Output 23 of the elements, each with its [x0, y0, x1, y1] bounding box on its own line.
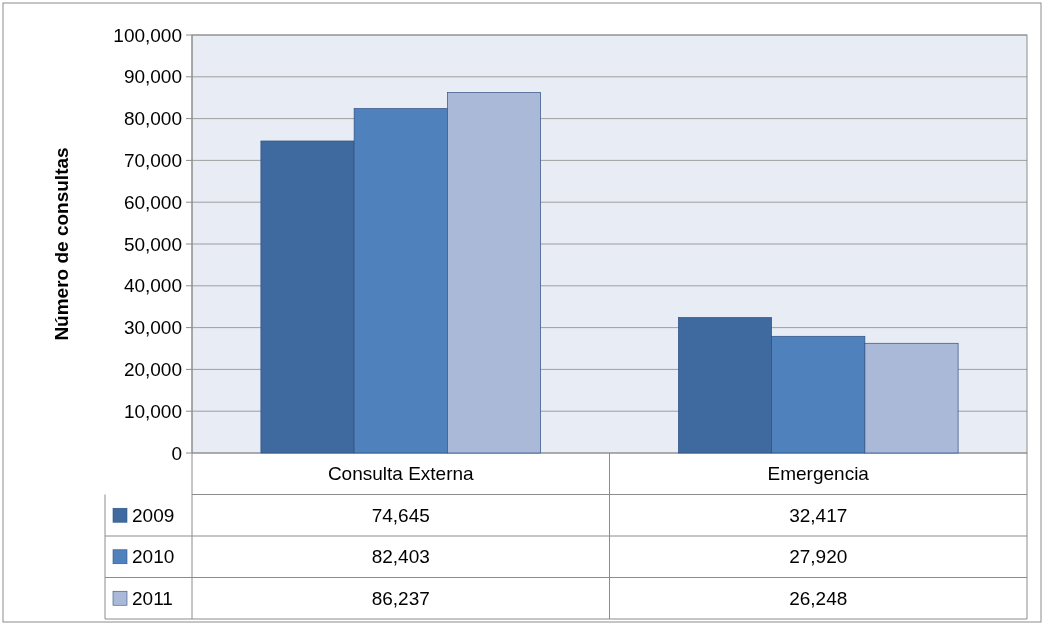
- data-label: 26,248: [789, 587, 848, 609]
- y-tick-label: 0: [171, 442, 182, 464]
- y-tick-label: 70,000: [123, 150, 182, 172]
- data-label: 82,403: [371, 546, 430, 568]
- legend-label: 2010: [132, 546, 175, 568]
- y-tick-label: 20,000: [123, 359, 182, 381]
- y-tick-label: 80,000: [123, 108, 182, 130]
- x-tick-label: Emergencia: [767, 463, 870, 485]
- y-tick-label: 60,000: [123, 191, 182, 213]
- data-label: 74,645: [371, 504, 430, 526]
- y-tick-label: 100,000: [113, 24, 182, 46]
- data-label: 32,417: [789, 504, 848, 526]
- legend-label: 2009: [132, 504, 175, 526]
- y-tick-label: 90,000: [123, 66, 182, 88]
- data-label: 86,237: [371, 587, 430, 609]
- y-tick-label: 30,000: [123, 317, 182, 339]
- y-tick-label: 50,000: [123, 233, 182, 255]
- y-tick-label: 10,000: [123, 400, 182, 422]
- y-tick-label: 40,000: [123, 275, 182, 297]
- x-tick-label: Consulta Externa: [327, 463, 475, 485]
- data-label: 27,920: [789, 546, 848, 568]
- legend-label: 2011: [132, 587, 173, 609]
- y-axis-title: Número de consultas: [51, 147, 72, 341]
